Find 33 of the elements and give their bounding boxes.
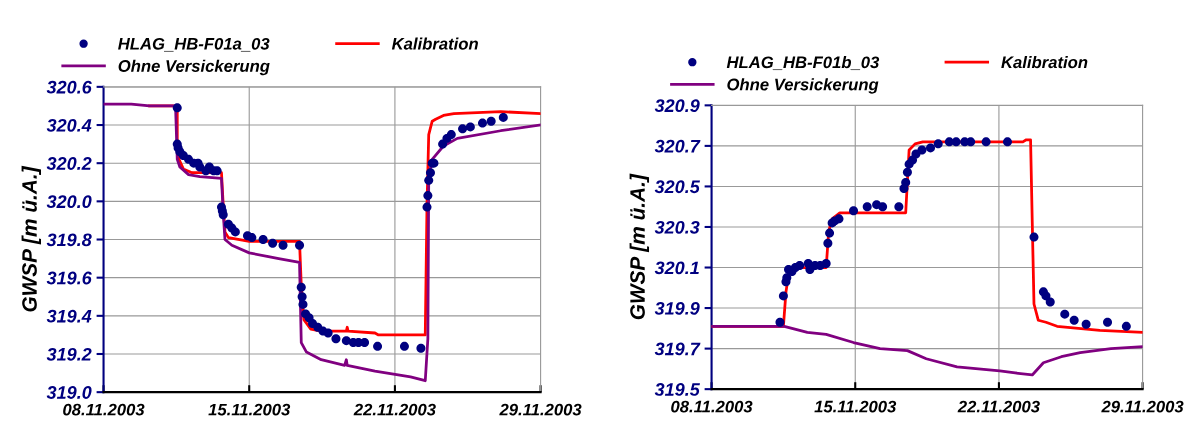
y-tick-label: 320.7 [654,139,701,153]
y-axis-title: GWSP [m ü.A.] [629,173,650,320]
y-tick-label: 320.0 [46,195,92,209]
y-axis-title: GWSP [m ü.A.] [21,165,41,312]
x-tick-label: 08.11.2003 [671,400,753,413]
y-tick-label: 319.9 [654,302,700,315]
legend-label: Ohne Versickerung [118,59,270,76]
y-tick-label: 319.6 [46,271,92,285]
x-tick-label: 15.11.2003 [814,400,897,413]
y-tick-label: 319.7 [654,342,701,356]
y-tick-label: 319.0 [46,386,92,399]
x-tick-label: 08.11.2003 [63,403,145,416]
legend-label: Ohne Versickerung [727,78,879,94]
y-tick-label: 320.9 [654,99,700,113]
x-tick-label: 22.11.2003 [957,400,1040,413]
y-tick-label: 319.5 [654,383,700,396]
y-tick-label: 320.5 [654,180,700,194]
y-tick-label: 320.2 [46,157,92,170]
y-tick-label: 320.1 [654,261,699,275]
x-tick-label: 22.11.2003 [353,403,436,416]
y-tick-label: 319.2 [46,347,92,361]
x-tick-label: 29.11.2003 [499,403,582,416]
y-tick-label: 320.3 [654,220,700,234]
x-tick-label: 15.11.2003 [208,403,291,416]
y-tick-label: 319.4 [46,309,92,323]
y-tick-label: 320.6 [46,80,92,94]
x-tick-label: 29.11.2003 [1101,400,1184,413]
legend-label: Kalibration [1001,55,1088,69]
legend-label: Kalibration [391,37,478,50]
y-tick-label: 320.4 [46,118,92,132]
legend-label: HLAG_HB-F01b_03 [726,55,880,71]
legend-label: HLAG_HB-F01a_03 [118,37,270,52]
y-tick-label: 319.8 [46,233,92,247]
